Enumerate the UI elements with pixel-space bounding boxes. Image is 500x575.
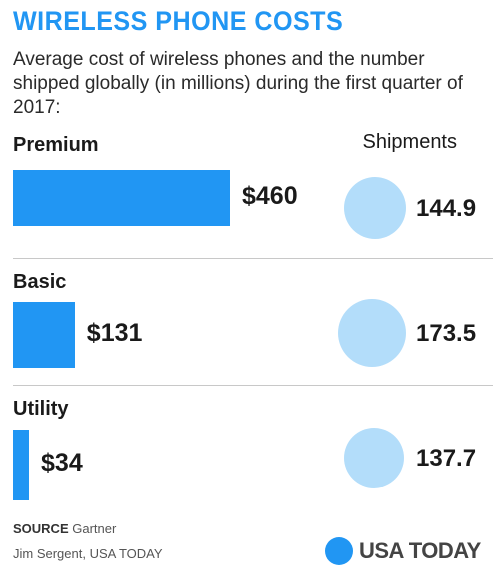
price-label-basic: $131 (86, 319, 143, 347)
shipment-circle-utility (343, 427, 405, 489)
price-bar-basic (13, 302, 75, 368)
shipment-label-basic: 173.5 (416, 320, 477, 347)
source-value: Gartner (72, 521, 117, 536)
category-label-premium: Premium (13, 134, 99, 156)
row-divider (13, 258, 493, 259)
price-label-utility: $34 (41, 449, 83, 477)
shipment-label-premium: 144.9 (416, 195, 477, 222)
source-label: SOURCE (13, 521, 69, 536)
shipment-circle-premium (343, 176, 407, 240)
price-bar-premium (13, 170, 230, 226)
shipments-header: Shipments (362, 131, 458, 153)
credit-line: Jim Sergent, USA TODAY (13, 546, 163, 561)
source-line: SOURCE Gartner (13, 521, 116, 536)
usa-today-logo-text: USA TODAY (359, 538, 481, 563)
price-bar-utility (13, 430, 30, 500)
row-divider (13, 385, 493, 386)
price-label-premium: $460 (242, 182, 298, 210)
shipment-circle-basic (338, 299, 406, 367)
usa-today-logo-dot-icon (325, 537, 353, 565)
category-label-basic: Basic (13, 271, 67, 293)
shipment-label-utility: 137.7 (416, 445, 477, 472)
chart-title: WIRELESS PHONE COSTS (13, 6, 344, 36)
chart-subtitle: Average cost of wireless phones and the … (13, 49, 463, 118)
category-label-utility: Utility (13, 398, 69, 420)
